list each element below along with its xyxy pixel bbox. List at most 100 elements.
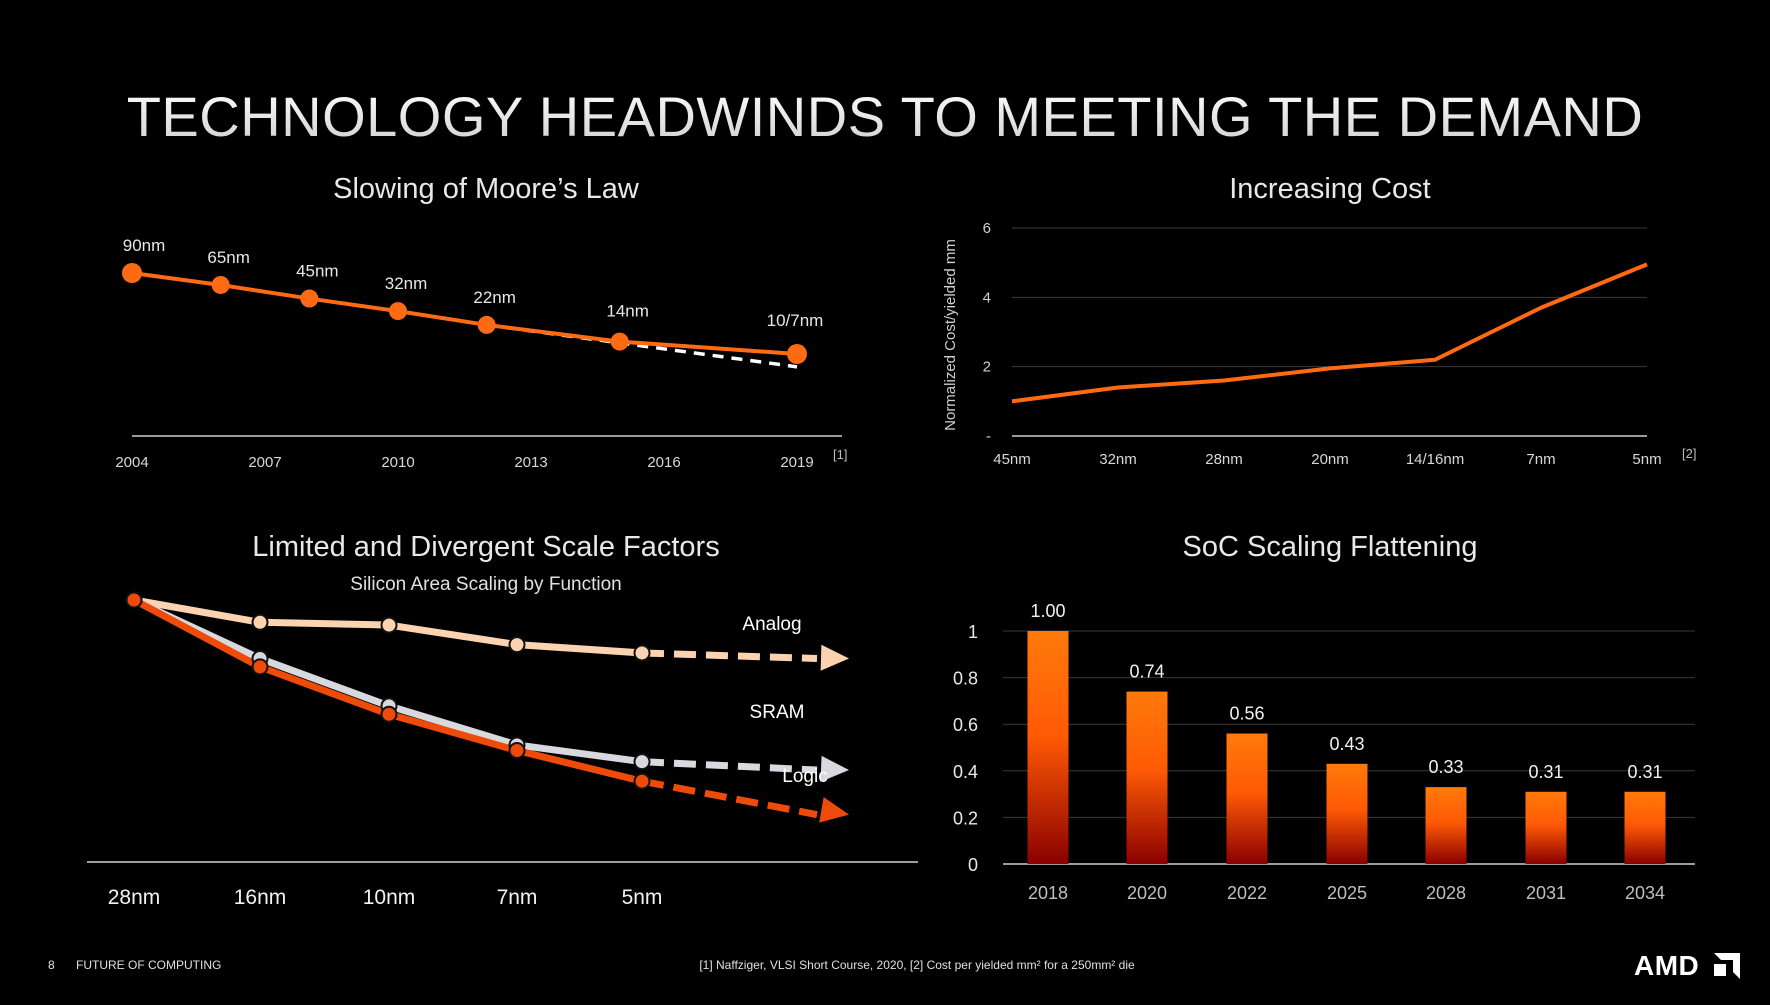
moore-point-label: 10/7nm [767,311,824,330]
moore-point [787,344,807,364]
moore-point-label: 90nm [123,236,166,255]
cost-x-tick: 20nm [1311,451,1349,468]
scale-arrow-logic-icon [819,797,849,823]
scale-projection-logic [641,777,818,819]
scale-point-analog [251,613,269,631]
soc-chart-title: SoC Scaling Flattening [1183,531,1478,563]
soc-y-tick: 0 [968,855,978,875]
cost-source-ref: [2] [1682,446,1696,461]
soc-x-tick: 2028 [1426,883,1466,903]
soc-x-tick: 2018 [1028,883,1068,903]
soc-bar-label: 0.31 [1528,762,1563,782]
soc-y-tick: 0.6 [953,715,978,735]
soc-bar [1126,691,1168,864]
soc-bar [1326,763,1368,864]
soc-bar [1027,631,1069,864]
scale-label-logic: Logic [782,766,827,787]
moore-point-label: 32nm [385,274,428,293]
soc-bar-label: 1.00 [1030,601,1065,621]
soc-bar-label: 0.33 [1428,757,1463,777]
cost-chart-title: Increasing Cost [1229,173,1431,205]
moore-point [477,315,496,334]
soc-y-tick: 0.8 [953,669,978,689]
scale-point-analog [508,636,526,654]
scale-point-logic [633,772,651,790]
scale-point-analog [633,644,651,662]
moore-series-line [131,271,798,356]
moore-chart-title: Slowing of Moore’s Law [333,173,640,205]
soc-y-tick: 0.4 [953,762,978,782]
cost-y-tick: - [986,428,991,445]
scale-projection-analog [641,649,818,663]
soc-x-tick: 2025 [1327,883,1367,903]
page-number: 8 [48,958,55,972]
soc-bar-label: 0.43 [1329,734,1364,754]
cost-x-tick: 32nm [1099,451,1137,468]
moore-law-chart: Slowing of Moore’s Law [1] 2004 2007 2010 2… [115,173,847,471]
scale-x-tick: 10nm [363,886,416,909]
scale-chart-subtitle: Silicon Area Scaling by Function [350,574,621,595]
scale-x-tick: 28nm [108,886,161,909]
cost-y-tick: 4 [983,289,991,306]
cost-x-tick: 28nm [1205,451,1243,468]
scale-point-logic [508,742,526,760]
moore-point-label: 14nm [606,302,649,321]
soc-bar [1624,791,1666,864]
footnote: [1] Naffziger, VLSI Short Course, 2020, … [699,958,1135,972]
scale-factors-chart: Limited and Divergent Scale Factors Sili… [87,531,918,909]
scale-x-tick: 7nm [497,886,538,909]
scale-projection-sram [641,758,818,774]
amd-logo-text: AMD [1634,950,1699,981]
soc-y-tick: 0.2 [953,808,978,828]
scale-label-sram: SRAM [750,702,805,723]
moore-point [610,332,629,351]
increasing-cost-chart: Increasing Cost Normalized Cost/yielded … [942,173,1696,468]
moore-x-tick: 2019 [780,454,813,471]
scale-point-logic [251,658,269,676]
moore-trend-line [486,323,798,369]
moore-x-tick: 2013 [514,454,547,471]
soc-y-tick: 1 [968,622,978,642]
soc-bar-label: 0.56 [1229,704,1264,724]
cost-y-axis-label: Normalized Cost/yielded mm [942,239,959,431]
cost-x-tick: 7nm [1526,451,1555,468]
scale-arrow-sram-icon [820,755,849,782]
moore-x-tick: 2007 [248,454,281,471]
cost-x-tick: 45nm [993,451,1031,468]
amd-logo: AMD [1634,950,1740,981]
soc-bar-label: 0.31 [1627,762,1662,782]
slide-title: TECHNOLOGY HEADWINDS TO MEETING THE DEMA… [127,85,1644,148]
cost-y-tick: 6 [983,220,991,237]
moore-point [211,275,230,294]
scale-point-logic [125,591,143,609]
moore-x-tick: 2016 [647,454,680,471]
moore-point-label: 22nm [473,288,516,307]
soc-x-tick: 2020 [1127,883,1167,903]
soc-bar [1226,733,1268,864]
moore-x-tick: 2010 [381,454,414,471]
moore-point [300,289,319,308]
cost-series-line [1011,262,1648,404]
soc-bar [1525,791,1567,864]
section-label: FUTURE OF COMPUTING [76,958,221,972]
moore-source-ref: [1] [833,447,847,462]
soc-bar-label: 0.74 [1129,662,1164,682]
moore-x-tick: 2004 [115,454,148,471]
moore-point-label: 45nm [296,262,339,281]
moore-point [122,263,142,283]
soc-x-tick: 2034 [1625,883,1665,903]
scale-point-sram [633,753,651,771]
scale-x-tick: 5nm [622,886,663,909]
soc-bar [1425,787,1467,864]
scale-label-analog: Analog [742,614,801,635]
amd-logo-arrow-icon [1714,953,1740,979]
soc-x-tick: 2031 [1526,883,1566,903]
scale-x-tick: 16nm [234,886,287,909]
scale-point-analog [380,616,398,634]
scale-chart-title: Limited and Divergent Scale Factors [252,531,719,563]
cost-x-tick: 14/16nm [1406,451,1464,468]
scale-arrow-analog-icon [820,644,849,671]
scale-point-logic [380,705,398,723]
cost-y-tick: 2 [983,359,991,376]
